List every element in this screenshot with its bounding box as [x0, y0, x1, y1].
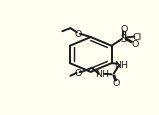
Text: NH: NH [114, 60, 128, 69]
Text: NH: NH [95, 70, 109, 79]
Text: O: O [112, 78, 120, 87]
Text: S: S [121, 33, 127, 43]
Text: O: O [74, 68, 82, 77]
Text: Cl: Cl [133, 33, 142, 42]
Text: O: O [131, 39, 139, 48]
Text: O: O [120, 25, 128, 34]
Text: O: O [75, 29, 82, 38]
